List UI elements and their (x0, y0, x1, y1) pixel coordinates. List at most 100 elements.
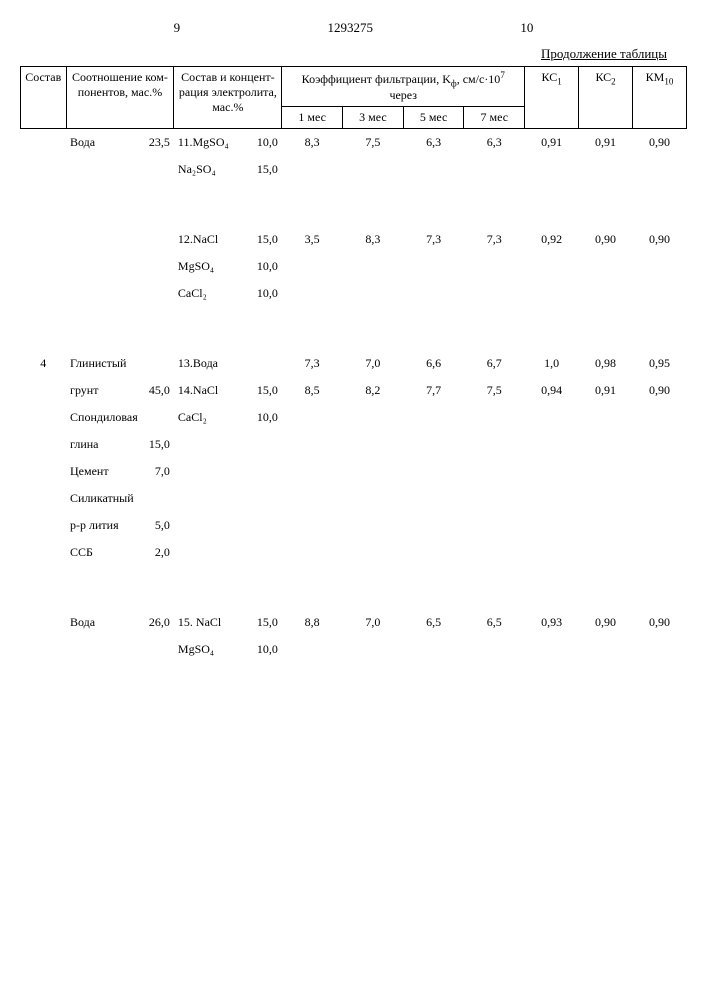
table-head: Состав Соотношение ком- понентов, мас.% … (21, 67, 687, 129)
table-cell (464, 253, 525, 280)
table-cell (579, 431, 633, 458)
page-num-left: 9 (174, 20, 181, 36)
table-cell: 7,7 (403, 377, 464, 404)
th-m1: 1 мес (282, 107, 343, 129)
doc-number: 1293275 (327, 20, 373, 36)
table-cell: 7,3 (403, 226, 464, 253)
table-body: Вода23,511.MgSO₄10,08,37,56,36,30,910,91… (21, 129, 687, 664)
gap-cell (21, 566, 687, 609)
table-cell: 8,3 (343, 226, 404, 253)
table-cell (21, 377, 67, 404)
table-cell: 6,7 (464, 350, 525, 377)
table-cell (403, 636, 464, 663)
table-cell: 8,3 (282, 129, 343, 157)
table-cell: 0,93 (525, 609, 579, 636)
table-cell: 7,3 (282, 350, 343, 377)
table-cell: Na₂SO₄15,0 (174, 156, 282, 183)
table-cell (633, 404, 687, 431)
table-cell: 0,92 (525, 226, 579, 253)
table-cell: 7,5 (464, 377, 525, 404)
table-cell: 0,95 (633, 350, 687, 377)
table-cell: р-р лития5,0 (66, 512, 174, 539)
th-kf-unit: , см/с·10 (457, 72, 501, 86)
table-cell (579, 156, 633, 183)
table-row: СпондиловаяCaCl₂10,0 (21, 404, 687, 431)
table-cell (282, 404, 343, 431)
table-cell (633, 280, 687, 307)
table-cell (525, 485, 579, 512)
table-cell (403, 458, 464, 485)
table-cell (633, 539, 687, 566)
table-cell (66, 636, 174, 663)
table-cell (633, 431, 687, 458)
table-cell (633, 156, 687, 183)
table-cell: 6,5 (464, 609, 525, 636)
table-cell (579, 636, 633, 663)
table-cell: Спондиловая (66, 404, 174, 431)
page-header: 9 1293275 10 (20, 20, 687, 36)
table-row: 12.NaCl15,03,58,37,37,30,920,900,90 (21, 226, 687, 253)
table-cell: 0,90 (579, 226, 633, 253)
table-cell (343, 636, 404, 663)
table-cell: 0,94 (525, 377, 579, 404)
table-cell: CaCl₂10,0 (174, 404, 282, 431)
th-m3: 3 мес (343, 107, 404, 129)
th-km-sub: 10 (664, 76, 673, 86)
table-cell (343, 156, 404, 183)
table-cell (579, 512, 633, 539)
table-cell (525, 431, 579, 458)
table-cell (343, 253, 404, 280)
table-row: 4Глинистый13.Вода7,37,06,66,71,00,980,95 (21, 350, 687, 377)
table-cell (464, 458, 525, 485)
table-cell: 0,91 (579, 129, 633, 157)
table-cell (403, 280, 464, 307)
table-cell: Вода23,5 (66, 129, 174, 157)
table-cell: 14.NaCl15,0 (174, 377, 282, 404)
gap-row (21, 307, 687, 350)
table-cell: 0,90 (579, 609, 633, 636)
gap-cell (21, 183, 687, 226)
table-cell (579, 280, 633, 307)
table-cell: 0,98 (579, 350, 633, 377)
table-cell (403, 431, 464, 458)
table-cell (464, 431, 525, 458)
table-cell (464, 280, 525, 307)
table-cell (66, 253, 174, 280)
table-cell (343, 280, 404, 307)
table-cell (464, 539, 525, 566)
table-row: MgSO₄10,0 (21, 636, 687, 663)
table-cell (282, 280, 343, 307)
table-row: Силикатный (21, 485, 687, 512)
table-cell (21, 129, 67, 157)
table-cell: глина15,0 (66, 431, 174, 458)
table-cell (174, 431, 282, 458)
table-cell (464, 156, 525, 183)
table-cell: 8,5 (282, 377, 343, 404)
table-row: Вода26,015. NaCl15,08,87,06,56,50,930,90… (21, 609, 687, 636)
table-cell (525, 280, 579, 307)
table-cell (464, 512, 525, 539)
table-cell (174, 458, 282, 485)
table-cell (21, 636, 67, 663)
th-electrolyte: Состав и концент- рация электролита, мас… (174, 67, 282, 129)
table-cell (21, 458, 67, 485)
table-cell (403, 539, 464, 566)
table-cell: 7,3 (464, 226, 525, 253)
table-cell (525, 253, 579, 280)
table-row: глина15,0 (21, 431, 687, 458)
table-cell: 0,91 (525, 129, 579, 157)
th-elec-text: Состав и концент- рация электролита, мас… (179, 70, 277, 114)
table-cell (464, 404, 525, 431)
table-cell: Силикатный (66, 485, 174, 512)
table-cell (21, 404, 67, 431)
table-cell (21, 280, 67, 307)
table-cell: 6,3 (403, 129, 464, 157)
table-cell (343, 512, 404, 539)
table-cell (525, 404, 579, 431)
table-cell: 0,90 (633, 226, 687, 253)
table-cell: 1,0 (525, 350, 579, 377)
table-cell (21, 485, 67, 512)
th-kc2: КС2 (579, 67, 633, 129)
th-kc1-sub: 1 (557, 76, 562, 86)
table-cell: 0,90 (633, 129, 687, 157)
